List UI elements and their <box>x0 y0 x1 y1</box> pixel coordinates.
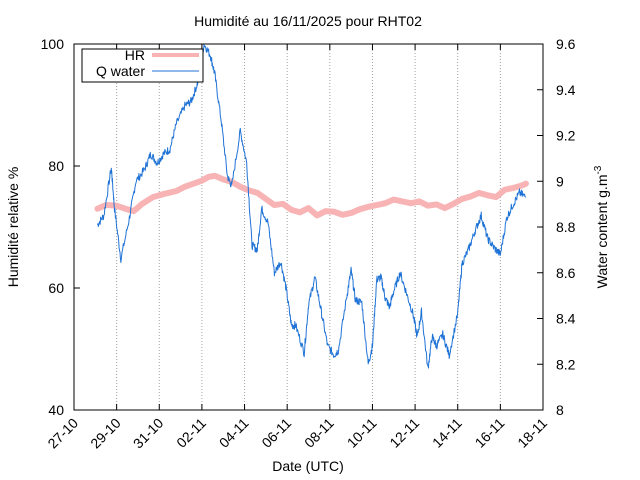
series-layer <box>94 43 529 369</box>
y-tick-label: 100 <box>41 36 65 52</box>
y2-axis-label-main: Water content g.m <box>594 175 610 289</box>
data-point-hr <box>519 183 525 189</box>
y2-tick-label: 9.6 <box>556 36 576 52</box>
data-point-hr <box>237 184 243 190</box>
data-point-hr <box>523 181 529 187</box>
plot-frame <box>73 43 544 411</box>
data-point-hr <box>139 201 145 207</box>
data-point-hr <box>476 190 482 196</box>
x-tick-label: 02-11 <box>173 415 209 451</box>
data-point-hr <box>190 181 196 187</box>
data-point-hr <box>331 209 337 215</box>
data-point-hr <box>271 202 277 208</box>
data-point-hr <box>212 173 218 179</box>
y-tick-label: 80 <box>48 158 64 174</box>
y2-tick-label: 9.2 <box>556 128 576 144</box>
x-tick-label: 14-11 <box>429 415 465 451</box>
data-point-hr <box>468 194 474 199</box>
y-tick-label: 40 <box>48 402 64 418</box>
x-tick-label: 08-11 <box>301 415 337 451</box>
data-point-hr <box>288 207 294 213</box>
data-point-hr <box>314 212 320 218</box>
x-tick-label: 12-11 <box>386 415 422 451</box>
data-point-hr <box>94 206 100 212</box>
x-tick-label: 06-11 <box>258 415 294 451</box>
data-point-hr <box>173 188 179 194</box>
data-point-hr <box>280 201 286 207</box>
y2-tick-label: 8.2 <box>556 356 576 372</box>
data-point-hr <box>425 203 431 209</box>
x-tick-label: 10-11 <box>344 415 380 451</box>
vertical-grid <box>116 44 501 410</box>
y-axis-label: Humidité relative % <box>5 167 21 288</box>
x-tick-label: 16-11 <box>472 415 508 451</box>
data-point-hr <box>510 185 516 191</box>
data-point-hr <box>416 198 422 204</box>
x-tick-label: 27-10 <box>44 415 81 452</box>
data-point-hr <box>340 212 346 218</box>
legend-label-hr: HR <box>125 47 145 63</box>
x-axis-label: Date (UTC) <box>272 458 344 474</box>
data-point-hr <box>442 205 448 211</box>
data-point-hr <box>382 200 388 206</box>
x-tick-label: 31-10 <box>130 415 167 452</box>
data-point-hr <box>450 201 456 207</box>
x-tick-label: 18-11 <box>514 415 550 451</box>
data-point-hr <box>205 174 211 180</box>
data-point-hr <box>357 206 363 212</box>
data-point-hr <box>150 194 156 200</box>
y-tick-label: 60 <box>48 280 64 296</box>
data-point-hr <box>459 196 465 202</box>
y2-axis-label: Water content g.m-3 <box>593 165 610 288</box>
data-point-hr <box>182 184 188 190</box>
data-point-hr <box>485 192 491 198</box>
legend: HR Q water <box>81 47 204 83</box>
y2-tick-label: 8 <box>556 402 564 418</box>
axes: 27-10 29-10 31-10 02-11 04-11 06-11 08-11 10-11… <box>41 36 576 451</box>
data-point-hr <box>306 205 311 211</box>
data-point-hr <box>254 190 260 196</box>
data-point-hr <box>502 187 508 193</box>
data-point-hr <box>263 196 269 202</box>
x-tick-label: 29-10 <box>87 415 124 452</box>
y2-tick-label: 8.6 <box>556 265 576 281</box>
chart-title: Humidité au 16/11/2025 pour RHT02 <box>194 13 422 29</box>
data-point-hr <box>199 178 205 184</box>
data-point-hr <box>408 200 414 206</box>
data-point-hr <box>391 197 397 203</box>
data-point-hr <box>493 194 499 200</box>
legend-label-q-water: Q water <box>96 63 145 79</box>
data-point-hr <box>374 202 380 208</box>
y2-tick-label: 9.4 <box>556 82 576 98</box>
y2-tick-label: 8.4 <box>556 311 576 327</box>
y2-tick-label: 8.8 <box>556 219 576 235</box>
series-line-q-water <box>97 43 527 369</box>
data-point-hr <box>220 176 226 182</box>
data-point-hr <box>297 209 303 215</box>
y2-axis-label-superscript: -3 <box>593 165 604 174</box>
data-point-hr <box>114 203 120 209</box>
data-point-hr <box>122 206 128 212</box>
x-tick-label: 04-11 <box>216 415 252 451</box>
data-point-hr <box>131 208 137 214</box>
data-point-hr <box>433 201 439 207</box>
data-point-hr <box>399 198 405 204</box>
data-point-hr <box>348 210 354 216</box>
data-point-hr <box>161 191 167 197</box>
y2-tick-label: 9 <box>556 173 564 189</box>
data-point-hr <box>365 204 371 210</box>
data-point-hr <box>323 208 329 214</box>
